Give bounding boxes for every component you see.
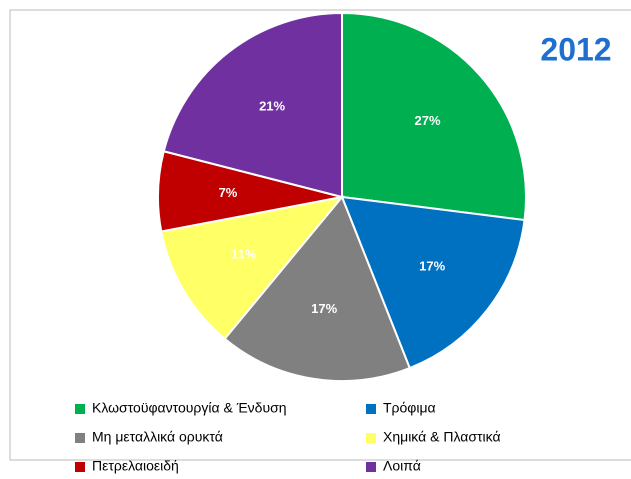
chart-title: 2012 xyxy=(540,31,611,67)
legend-label: Τρόφιμα xyxy=(383,400,436,416)
data-label: 17% xyxy=(311,301,337,316)
data-label: 11% xyxy=(231,247,257,262)
legend-swatch xyxy=(75,433,85,443)
legend-swatch xyxy=(366,404,376,414)
legend-swatch xyxy=(75,404,85,414)
pie-slice xyxy=(223,195,412,382)
data-label: 7% xyxy=(219,185,238,200)
pie-slice xyxy=(162,11,343,199)
pie-slice xyxy=(340,195,526,370)
legend-swatch xyxy=(366,462,376,472)
data-label: 21% xyxy=(259,98,285,113)
legend-label: Χημικά & Πλαστικά xyxy=(383,429,501,445)
legend-label: Μη μεταλλικά ορυκτά xyxy=(92,429,223,445)
legend-label: Κλωστοϋφαντουργία & Ένδυση xyxy=(92,400,287,416)
pie-slice xyxy=(341,11,527,222)
legend-label: Πετρελαιοειδή xyxy=(92,458,179,474)
pie-slice xyxy=(160,195,345,341)
legend-label: Λοιπά xyxy=(383,458,421,474)
legend-swatch xyxy=(366,433,376,443)
legend-swatch xyxy=(75,462,85,472)
data-label: 17% xyxy=(419,258,445,273)
data-label: 27% xyxy=(415,113,441,128)
